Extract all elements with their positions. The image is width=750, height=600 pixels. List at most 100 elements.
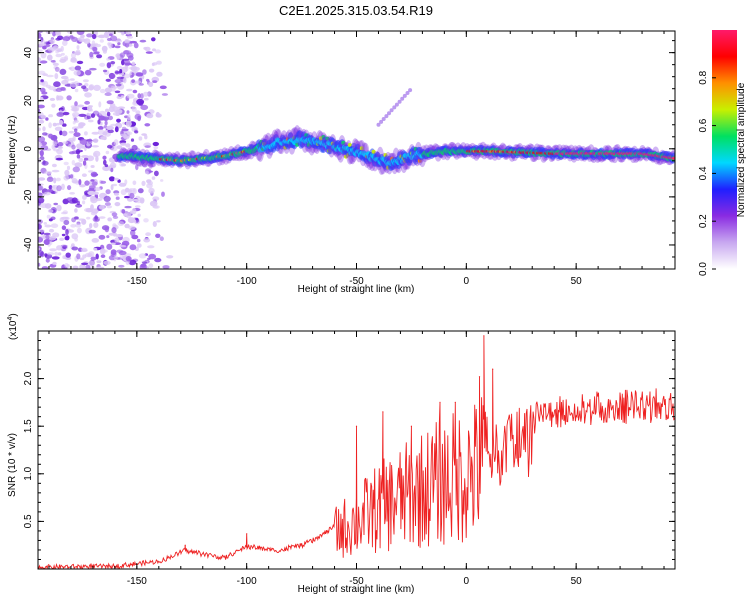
noise-blob	[60, 87, 66, 91]
noise-blob	[79, 184, 86, 188]
noise-blob	[154, 49, 161, 54]
noise-blob	[116, 65, 123, 70]
noise-blob	[107, 129, 114, 134]
colorbar-tick-label: 0.2	[698, 214, 709, 228]
noise-blob	[65, 252, 71, 258]
noise-blob	[81, 173, 87, 177]
spectrogram-ytick-label: 20	[23, 95, 34, 107]
noise-blob	[45, 117, 49, 121]
noise-blob	[52, 261, 57, 266]
noise-blob	[128, 73, 133, 76]
noise-blob	[90, 165, 95, 168]
noise-blob	[132, 89, 138, 94]
noise-blob	[98, 204, 105, 210]
spectrogram-xtick-label: -150	[127, 276, 147, 287]
noise-blob	[152, 205, 159, 209]
noise-blob	[91, 238, 100, 243]
signal-core	[671, 156, 675, 160]
noise-blob	[92, 46, 98, 53]
snr-spike-point	[492, 368, 494, 370]
noise-blob	[68, 67, 72, 70]
streak-blob	[389, 108, 394, 113]
noise-blob	[124, 223, 130, 229]
colorbar-ticks: 0.0 0.2 0.4 0.6 0.8	[698, 70, 716, 276]
figure-title: C2E1.2025.315.03.54.R19	[279, 3, 433, 18]
snr-ytick-label: 1.5	[23, 419, 34, 433]
noise-blob	[41, 266, 49, 269]
noise-blob	[88, 260, 95, 267]
noise-blob	[38, 229, 45, 233]
noise-blob	[121, 59, 125, 66]
noise-blob	[122, 121, 126, 125]
noise-blob	[70, 58, 78, 63]
noise-blob	[88, 105, 93, 108]
noise-blob	[156, 220, 161, 223]
noise-blob	[38, 236, 44, 243]
noise-blob	[61, 183, 65, 190]
noise-blob	[38, 127, 41, 132]
snr-panel: -150 -100 -50 0 50 0.5 1.0 1.5 2.0 Height of str…	[7, 313, 676, 595]
streak-blob	[381, 117, 386, 121]
noise-blob	[62, 123, 67, 127]
noise-blob	[126, 110, 130, 114]
noise-blob	[61, 130, 68, 137]
noise-blob	[115, 83, 122, 87]
noise-blob	[91, 40, 96, 46]
noise-blob	[144, 134, 148, 140]
noise-blob	[38, 219, 43, 225]
noise-blob	[57, 35, 64, 41]
noise-blob	[131, 61, 135, 66]
noise-blob	[140, 199, 144, 202]
noise-blob	[108, 255, 116, 261]
noise-blob	[110, 61, 116, 65]
noise-blob	[62, 111, 70, 116]
noise-blob	[90, 211, 98, 216]
noise-blob	[140, 104, 149, 111]
noise-blob	[82, 200, 86, 205]
noise-blob	[75, 223, 82, 228]
noise-blob	[104, 92, 112, 96]
noise-blob	[38, 201, 41, 206]
noise-blob	[98, 101, 102, 108]
noise-blob	[144, 145, 151, 149]
noise-blob	[81, 262, 89, 266]
noise-blob	[101, 117, 107, 121]
noise-blob	[98, 110, 107, 117]
noise-blob	[112, 223, 117, 228]
spectrogram-xlabel: Height of straight line (km)	[298, 284, 415, 295]
noise-blob	[106, 100, 114, 105]
noise-blob	[114, 237, 120, 244]
noise-blob	[83, 157, 89, 161]
noise-blob	[154, 170, 159, 177]
noise-blob	[63, 175, 69, 181]
noise-blob	[125, 42, 130, 48]
noise-blob	[89, 51, 94, 58]
noise-blob	[55, 31, 60, 36]
noise-blob	[85, 264, 91, 269]
noise-blob	[87, 119, 94, 123]
noise-blob	[82, 265, 86, 269]
noise-blob	[48, 228, 55, 233]
noise-blob	[62, 210, 68, 214]
noise-blob	[76, 125, 84, 129]
noise-blob	[68, 130, 75, 134]
noise-blob	[106, 205, 113, 209]
noise-blob	[137, 188, 144, 194]
noise-blob	[103, 31, 110, 39]
noise-blob	[71, 243, 75, 248]
noise-blob	[48, 122, 52, 129]
noise-blob	[61, 233, 66, 237]
noise-blob	[99, 88, 106, 94]
noise-blob	[133, 98, 137, 105]
noise-blob	[72, 166, 81, 173]
noise-blob	[129, 192, 135, 199]
noise-blob	[102, 155, 107, 160]
noise-blob	[143, 238, 151, 243]
noise-blob	[118, 182, 127, 187]
noise-blob	[75, 49, 81, 56]
noise-blob	[115, 196, 120, 200]
noise-blob	[145, 232, 152, 237]
noise-blob	[115, 110, 119, 115]
noise-blob	[42, 126, 46, 132]
noise-blob	[145, 51, 153, 54]
